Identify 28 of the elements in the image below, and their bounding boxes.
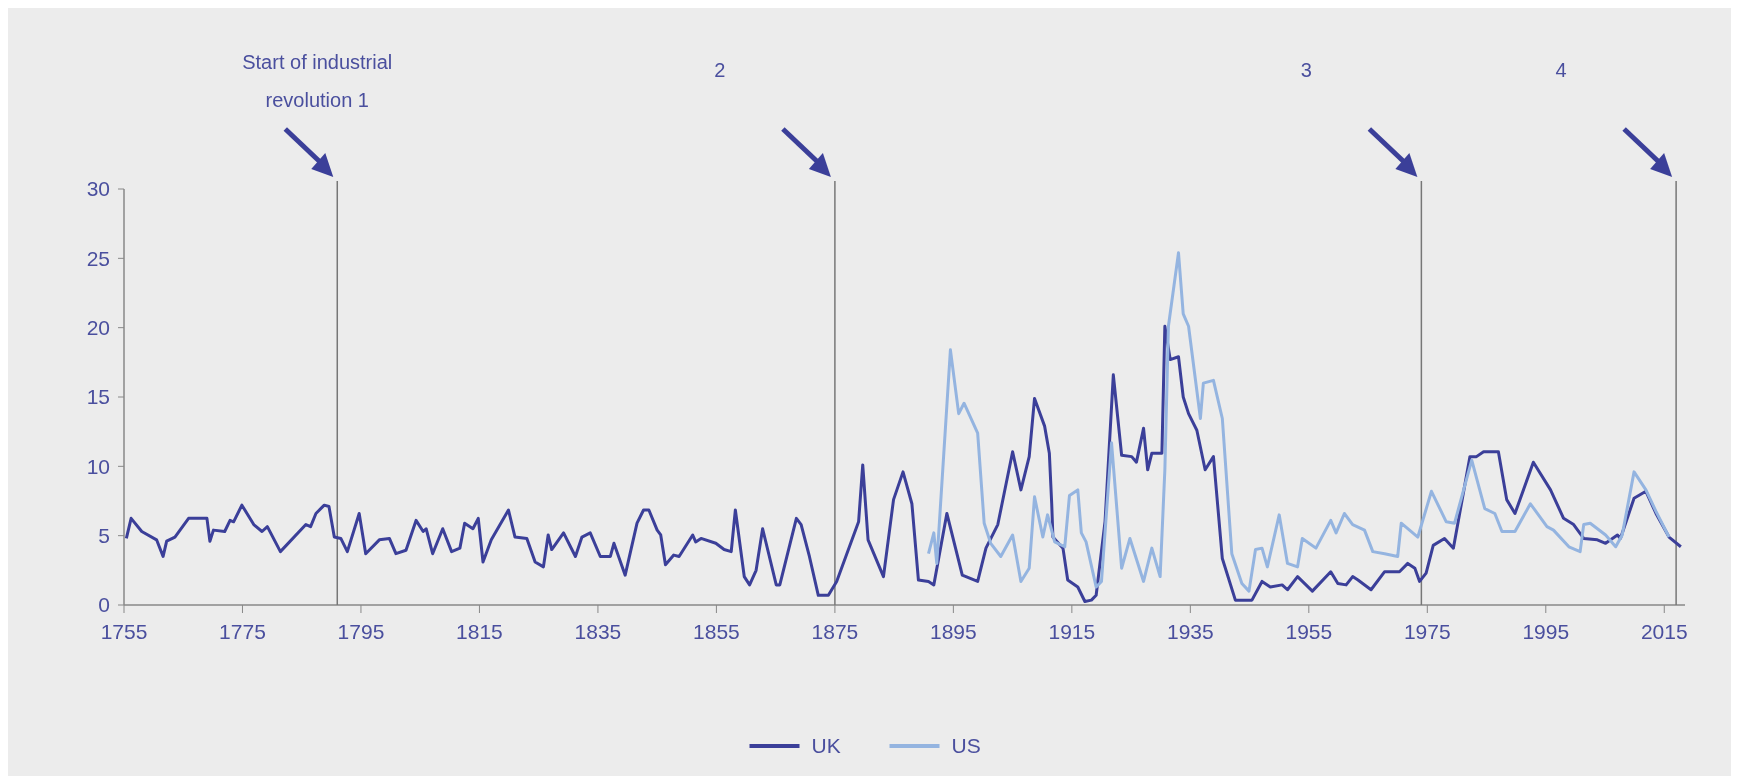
y-tick-label: 5 bbox=[98, 524, 110, 548]
text: 4 bbox=[1555, 59, 1567, 81]
y-tick-label: 10 bbox=[86, 454, 110, 478]
x-tick-label: 1895 bbox=[930, 620, 977, 643]
x-tick-label: 1835 bbox=[574, 620, 622, 643]
y-tick-label: 15 bbox=[86, 385, 110, 409]
x-tick-label: 1815 bbox=[456, 620, 503, 643]
x-tick-label: 1775 bbox=[219, 620, 266, 643]
text: 2 bbox=[714, 59, 726, 81]
text: Start of industrial revolution 1 bbox=[242, 51, 393, 111]
x-tick-label: 1795 bbox=[337, 620, 385, 643]
y-tick-label: 30 bbox=[86, 177, 110, 201]
y-tick-label: 25 bbox=[86, 246, 110, 270]
x-tick-label: 1915 bbox=[1048, 620, 1096, 643]
text: 3 bbox=[1300, 59, 1312, 81]
legend-label: US bbox=[951, 734, 981, 758]
x-tick-label: 2015 bbox=[1640, 620, 1688, 643]
x-tick-label: 1955 bbox=[1285, 620, 1333, 643]
x-tick-label: 1995 bbox=[1522, 620, 1570, 643]
x-tick-label: 1755 bbox=[100, 620, 148, 643]
y-tick-label: 0 bbox=[98, 593, 110, 617]
y-tick-label: 20 bbox=[86, 316, 110, 340]
legend-label: UK bbox=[811, 734, 841, 758]
x-tick-label: 1875 bbox=[811, 620, 859, 643]
x-tick-label: 1975 bbox=[1403, 620, 1451, 643]
x-tick-label: 1935 bbox=[1166, 620, 1214, 643]
x-tick-label: 1855 bbox=[693, 620, 740, 643]
line-series bbox=[926, 251, 1671, 593]
